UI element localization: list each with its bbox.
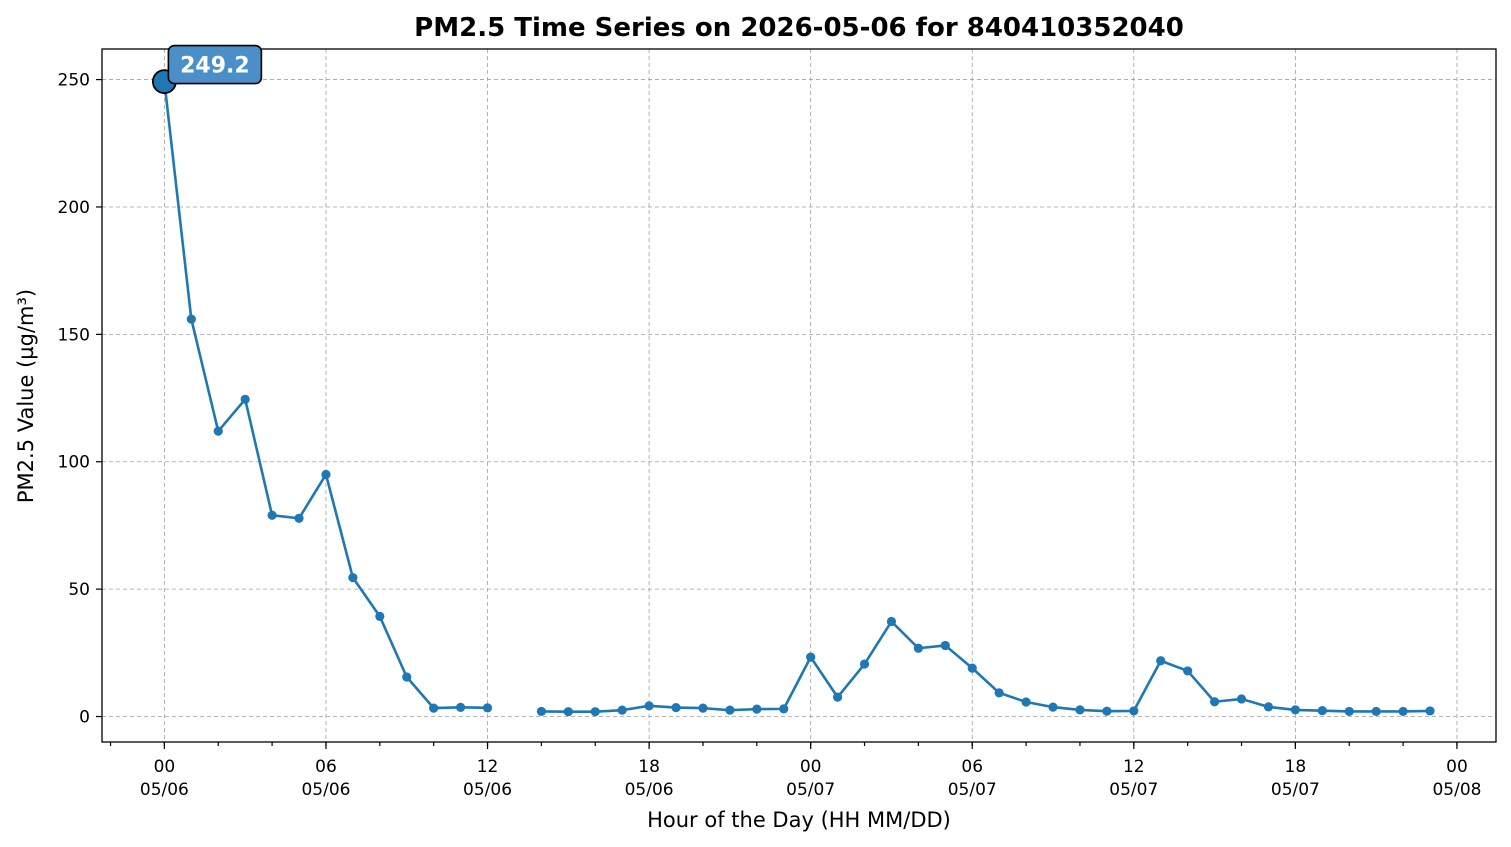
data-point bbox=[671, 703, 681, 713]
chart-title: PM2.5 Time Series on 2026-05-06 for 8404… bbox=[414, 13, 1184, 43]
data-point bbox=[1102, 706, 1112, 716]
data-point bbox=[940, 640, 950, 651]
data-point bbox=[1425, 706, 1435, 716]
data-point bbox=[1156, 656, 1166, 666]
data-point bbox=[213, 426, 223, 436]
x-tick-date-label: 05/07 bbox=[1109, 780, 1158, 800]
x-tick-date-label: 05/07 bbox=[786, 780, 835, 800]
x-tick-date-label: 05/06 bbox=[625, 780, 674, 800]
data-point bbox=[806, 652, 816, 662]
data-point bbox=[859, 659, 870, 669]
data-point bbox=[1048, 702, 1058, 712]
data-point bbox=[375, 611, 385, 621]
data-point bbox=[536, 706, 546, 717]
data-point bbox=[240, 394, 250, 404]
plot-frame bbox=[101, 48, 1497, 743]
data-point bbox=[402, 672, 412, 682]
data-point bbox=[267, 510, 277, 520]
data-point bbox=[590, 707, 600, 717]
data-point bbox=[1398, 706, 1408, 717]
x-tick-hour-label: 18 bbox=[638, 757, 660, 777]
x-axis: 00 05/06 06 05/06 12 05/06 18 05/06 00 05/07 06 05/… bbox=[109, 742, 1481, 800]
data-point bbox=[644, 701, 654, 711]
data-point bbox=[1236, 694, 1247, 704]
x-tick-date-label: 05/06 bbox=[140, 780, 189, 800]
x-tick-hour-label: 00 bbox=[154, 757, 176, 777]
y-axis-label: PM2.5 Value (µg/m³) bbox=[14, 289, 38, 503]
data-point bbox=[429, 703, 439, 713]
peak-value-label: 249.2 bbox=[180, 54, 250, 79]
data-point bbox=[779, 704, 789, 714]
y-tick-label: 150 bbox=[58, 325, 90, 345]
data-point bbox=[832, 692, 843, 702]
y-tick-label: 100 bbox=[58, 453, 90, 473]
series-line bbox=[541, 620, 1431, 713]
x-tick-date-label: 05/06 bbox=[301, 780, 350, 800]
data-point bbox=[455, 702, 466, 712]
x-tick-date-label: 05/08 bbox=[1432, 780, 1481, 800]
grid-lines bbox=[102, 49, 1496, 742]
y-tick-label: 250 bbox=[58, 71, 90, 91]
x-tick-hour-label: 12 bbox=[477, 757, 499, 777]
x-axis-label: Hour of the Day (HH MM/DD) bbox=[647, 808, 951, 832]
series-layer bbox=[159, 77, 1435, 717]
x-tick-hour-label: 00 bbox=[800, 757, 822, 777]
x-tick-hour-label: 06 bbox=[315, 757, 337, 777]
data-point bbox=[617, 705, 627, 715]
data-point bbox=[1021, 697, 1031, 707]
data-point bbox=[913, 643, 923, 653]
y-tick-label: 50 bbox=[68, 580, 90, 600]
x-tick-date-label: 05/07 bbox=[1271, 780, 1320, 800]
data-point bbox=[1129, 706, 1139, 716]
data-point bbox=[725, 705, 735, 715]
x-tick-hour-label: 12 bbox=[1123, 757, 1145, 777]
data-point bbox=[1263, 702, 1274, 712]
data-point bbox=[186, 314, 196, 324]
data-point bbox=[321, 469, 331, 480]
data-point bbox=[1344, 706, 1354, 717]
data-point bbox=[1290, 705, 1300, 715]
data-point bbox=[348, 573, 358, 583]
data-point bbox=[1075, 705, 1085, 715]
data-point bbox=[1371, 706, 1381, 717]
x-tick-hour-label: 00 bbox=[1446, 757, 1468, 777]
peak-annotation: 249.2 bbox=[151, 44, 263, 95]
data-point bbox=[967, 663, 977, 673]
data-point bbox=[294, 513, 304, 523]
data-point bbox=[1183, 666, 1193, 676]
x-tick-date-label: 05/06 bbox=[463, 780, 512, 800]
x-tick-hour-label: 18 bbox=[1285, 757, 1307, 777]
peak-label-box bbox=[167, 44, 263, 85]
data-point bbox=[886, 616, 897, 627]
data-point bbox=[752, 704, 762, 714]
data-point bbox=[994, 688, 1004, 698]
data-point bbox=[482, 703, 493, 713]
x-tick-hour-label: 06 bbox=[961, 757, 983, 777]
y-tick-label: 0 bbox=[79, 708, 90, 728]
data-point bbox=[1317, 706, 1327, 716]
x-tick-date-label: 05/07 bbox=[948, 780, 997, 800]
y-axis: 0 50 100 150 200 250 bbox=[58, 71, 102, 728]
data-point bbox=[698, 703, 708, 713]
data-point bbox=[1209, 697, 1220, 707]
y-tick-label: 200 bbox=[58, 198, 90, 218]
data-point bbox=[563, 707, 573, 717]
